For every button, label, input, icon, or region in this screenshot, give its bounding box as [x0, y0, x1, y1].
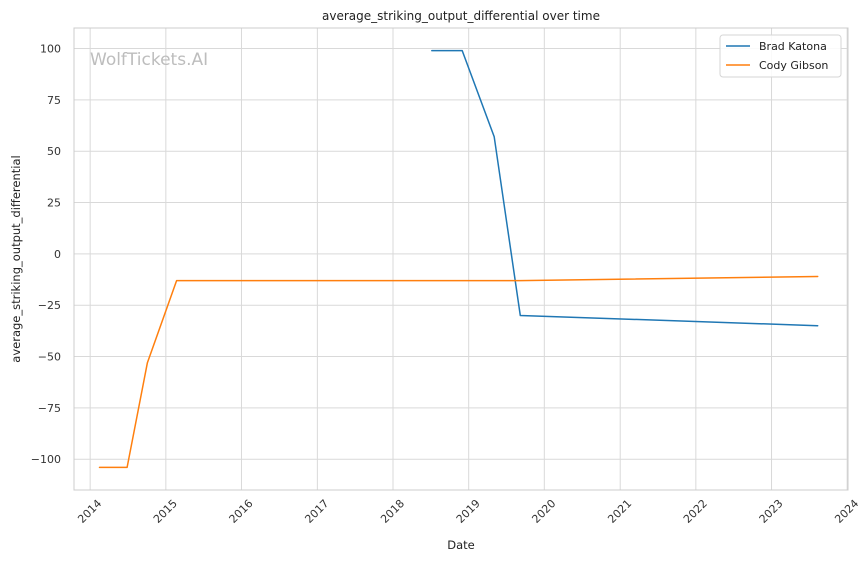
- series-line-cody-gibson: [98, 275, 819, 469]
- watermark: WolfTickets.AI: [90, 50, 208, 70]
- y-tick-label: −25: [38, 299, 61, 312]
- y-tick-label: 50: [47, 145, 61, 158]
- grid: [74, 28, 848, 490]
- legend: Brad Katona Cody Gibson: [719, 34, 842, 78]
- series-layer: [98, 49, 819, 469]
- y-tick-label: −100: [31, 453, 61, 466]
- y-tick-label: 25: [47, 197, 61, 210]
- legend-label: Cody Gibson: [759, 59, 828, 72]
- y-tick-label: 75: [47, 94, 61, 107]
- y-tick-label: 100: [40, 43, 61, 56]
- y-tick-label: −75: [38, 402, 61, 415]
- chart-title: average_striking_output_differential ove…: [322, 9, 600, 23]
- series-line-brad-katona: [431, 49, 819, 327]
- y-tick-label: −50: [38, 351, 61, 364]
- plot-area: [73, 27, 849, 491]
- y-axis-label: average_striking_output_differential: [9, 155, 23, 362]
- y-tick-label: 0: [54, 248, 61, 261]
- legend-box: [719, 34, 842, 78]
- x-axis-label: Date: [447, 538, 475, 552]
- legend-label: Brad Katona: [759, 40, 827, 53]
- y-tick-labels: 100 75 50 25 0 −25 −50 −75 −100: [31, 43, 61, 467]
